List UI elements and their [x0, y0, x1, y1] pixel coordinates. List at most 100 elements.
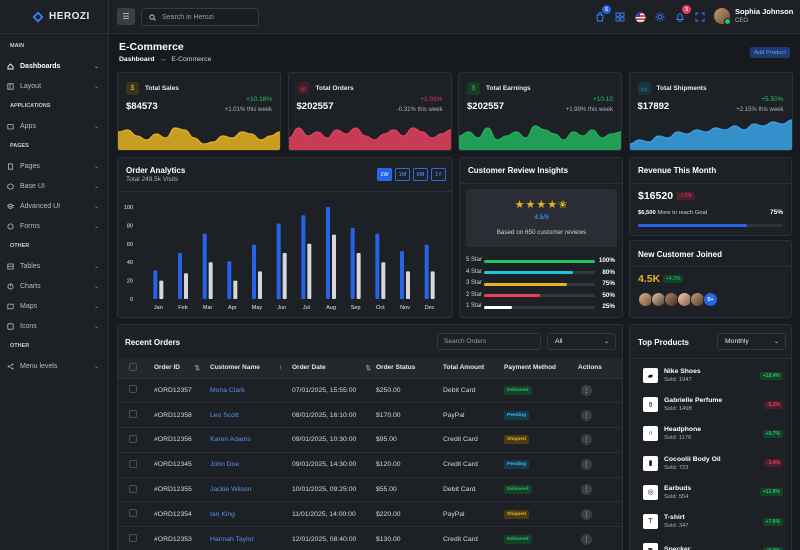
- bar-primary-jan[interactable]: [153, 270, 158, 299]
- customer-name-link[interactable]: Mona Clark: [202, 378, 284, 404]
- user-menu[interactable]: Sophia Johnson CEO: [714, 7, 793, 25]
- table-row[interactable]: #ORD12356 Karen Adams 09/01/2025, 10:30:00…: [118, 427, 622, 453]
- more-actions-button[interactable]: ⋮: [581, 484, 592, 496]
- more-actions-button[interactable]: ⋮: [581, 508, 592, 520]
- bar-secondary-aug[interactable]: [332, 234, 336, 299]
- product-item[interactable]: ◙ Specker +6.3%: [630, 536, 791, 550]
- sidebar-item-label: Layout: [20, 82, 42, 90]
- table-row[interactable]: #ORD12355 Jackie Wilson 10/01/2025, 09:25:…: [118, 477, 622, 503]
- col-order-id[interactable]: Order ID ⇅: [147, 358, 202, 379]
- product-item[interactable]: ▰ Nike Shoes Sold: 1947 +18.4%: [630, 361, 791, 390]
- product-item[interactable]: T T-shirt Sold: 347 +7.6%: [630, 507, 791, 536]
- row-checkbox[interactable]: [129, 534, 137, 543]
- sidebar-item-base-ui[interactable]: Base UI ⌄: [0, 176, 108, 196]
- sidebar-item-menu-levels[interactable]: Menu levels ⌄: [0, 356, 108, 376]
- sidebar-item-forms[interactable]: Forms ⌄: [0, 216, 108, 236]
- bar-secondary-oct[interactable]: [381, 262, 386, 299]
- bar-primary-jun[interactable]: [276, 223, 281, 299]
- menu-toggle-button[interactable]: ☰: [117, 8, 135, 25]
- more-actions-button[interactable]: ⋮: [581, 409, 592, 421]
- product-item[interactable]: ◎ Earbuds Sold: 554 +12.8%: [630, 478, 791, 507]
- row-checkbox[interactable]: [129, 484, 137, 493]
- row-checkbox[interactable]: [129, 434, 137, 443]
- more-actions-button[interactable]: ⋮: [581, 434, 592, 446]
- tab-1y[interactable]: 1Y: [431, 168, 446, 181]
- sidebar-item-icons[interactable]: Icons ⌄: [0, 316, 108, 336]
- product-item[interactable]: ∩ Headphone Sold: 1176 +9.7%: [630, 419, 791, 448]
- sidebar-item-maps[interactable]: Maps ⌄: [0, 296, 108, 316]
- row-checkbox[interactable]: [129, 509, 137, 518]
- table-row[interactable]: #ORD12354 Ian King 11/01/2025, 14:00:00 $22…: [118, 501, 622, 528]
- bar-secondary-mar[interactable]: [208, 262, 213, 299]
- products-filter-select[interactable]: Monthly ⌄: [717, 333, 786, 350]
- col-payment-method[interactable]: Payment Method: [504, 358, 578, 379]
- col-customer-name[interactable]: Customer Name ↑: [202, 358, 284, 379]
- sidebar-item-advanced-ui[interactable]: Advanced UI ⌄: [0, 196, 108, 216]
- bar-secondary-may[interactable]: [258, 271, 262, 299]
- product-item[interactable]: ⚱ Gabrielle Perfume Sold: 1498 -5.2%: [630, 390, 791, 419]
- bar-secondary-apr[interactable]: [233, 280, 238, 299]
- logo[interactable]: HEROZI: [0, 0, 108, 34]
- order-search-input[interactable]: Search Orders: [437, 333, 541, 350]
- notifications-button[interactable]: 3: [673, 5, 691, 24]
- bar-secondary-jul[interactable]: [307, 243, 312, 299]
- customer-name-link[interactable]: John Doe: [202, 452, 284, 478]
- customer-name-link[interactable]: Jackie Wilson: [202, 477, 284, 503]
- customer-name-link[interactable]: Ian King: [202, 501, 284, 528]
- bar-primary-feb[interactable]: [178, 253, 182, 299]
- theme-toggle-button[interactable]: [653, 10, 667, 24]
- sidebar-item-layout[interactable]: Layout ⌄: [0, 76, 108, 96]
- row-checkbox[interactable]: [129, 459, 137, 468]
- fullscreen-button[interactable]: [693, 10, 707, 24]
- tab-1w[interactable]: 1W: [377, 168, 392, 181]
- table-row[interactable]: #ORD12358 Leo Scott 08/01/2025, 16:10:00 $1…: [118, 402, 622, 429]
- language-button[interactable]: [633, 10, 647, 24]
- customer-name-link[interactable]: Leo Scott: [202, 402, 284, 429]
- row-checkbox[interactable]: [129, 410, 137, 419]
- bar-primary-dec[interactable]: [424, 244, 429, 299]
- row-checkbox[interactable]: [129, 385, 137, 394]
- bar-primary-apr[interactable]: [227, 261, 232, 299]
- bar-primary-nov[interactable]: [400, 251, 404, 299]
- product-item[interactable]: ▮ Cocoolil Body Oil Sold: 723 -3.4%: [630, 449, 791, 478]
- search-input[interactable]: Search in Herozi: [141, 8, 259, 26]
- tab-1m[interactable]: 1M: [395, 168, 410, 181]
- sidebar-item-tables[interactable]: Tables ⌄: [0, 256, 108, 276]
- bar-primary-mar[interactable]: [202, 233, 207, 299]
- tab-6m[interactable]: 6M: [413, 168, 428, 181]
- bar-primary-may[interactable]: [252, 244, 256, 299]
- x-tick-label: Mar: [203, 305, 213, 311]
- apps-grid-button[interactable]: [613, 10, 627, 24]
- col-order-status[interactable]: Order Status: [373, 358, 443, 379]
- customer-name-link[interactable]: Karen Adams: [202, 427, 284, 453]
- more-actions-button[interactable]: ⋮: [581, 533, 592, 545]
- cart-button[interactable]: 5: [593, 5, 611, 24]
- more-customers-badge[interactable]: 5+: [703, 292, 718, 307]
- select-all-checkbox[interactable]: [129, 362, 137, 371]
- sidebar-item-apps[interactable]: Apps ⌄: [0, 116, 108, 136]
- sidebar-item-dashboards[interactable]: Dashboards ⌄: [0, 56, 108, 76]
- bar-primary-aug[interactable]: [326, 207, 330, 299]
- add-product-button[interactable]: Add Product: [750, 47, 790, 58]
- customer-name-link[interactable]: Hannah Taylor: [202, 526, 284, 550]
- sidebar-item-pages[interactable]: Pages ⌄: [0, 156, 108, 176]
- order-filter-select[interactable]: All ⌄: [547, 333, 616, 350]
- table-row[interactable]: #ORD12345 John Doe 09/01/2025, 14:30:00 $12…: [118, 452, 622, 478]
- bar-secondary-jun[interactable]: [282, 253, 287, 299]
- bar-secondary-nov[interactable]: [406, 271, 410, 299]
- table-row[interactable]: #ORD12357 Mona Clark 07/01/2025, 15:55:00 $…: [118, 378, 622, 404]
- bar-primary-oct[interactable]: [375, 233, 380, 299]
- more-actions-button[interactable]: ⋮: [581, 459, 592, 471]
- breadcrumb-root[interactable]: Dashboard: [119, 56, 155, 63]
- bar-primary-jul[interactable]: [301, 215, 306, 299]
- sidebar-item-charts[interactable]: Charts ⌄: [0, 276, 108, 296]
- bar-primary-sep[interactable]: [350, 228, 355, 299]
- bar-secondary-dec[interactable]: [430, 271, 435, 299]
- col-order-date[interactable]: Order Date ⇅: [284, 358, 373, 379]
- more-actions-button[interactable]: ⋮: [581, 384, 592, 396]
- table-row[interactable]: #ORD12353 Hannah Taylor 12/01/2025, 08:40:…: [118, 526, 622, 550]
- bar-secondary-jan[interactable]: [159, 280, 164, 299]
- bar-secondary-feb[interactable]: [184, 273, 188, 299]
- col-total-amount[interactable]: Total Amount: [443, 358, 504, 379]
- bar-secondary-sep[interactable]: [356, 253, 361, 299]
